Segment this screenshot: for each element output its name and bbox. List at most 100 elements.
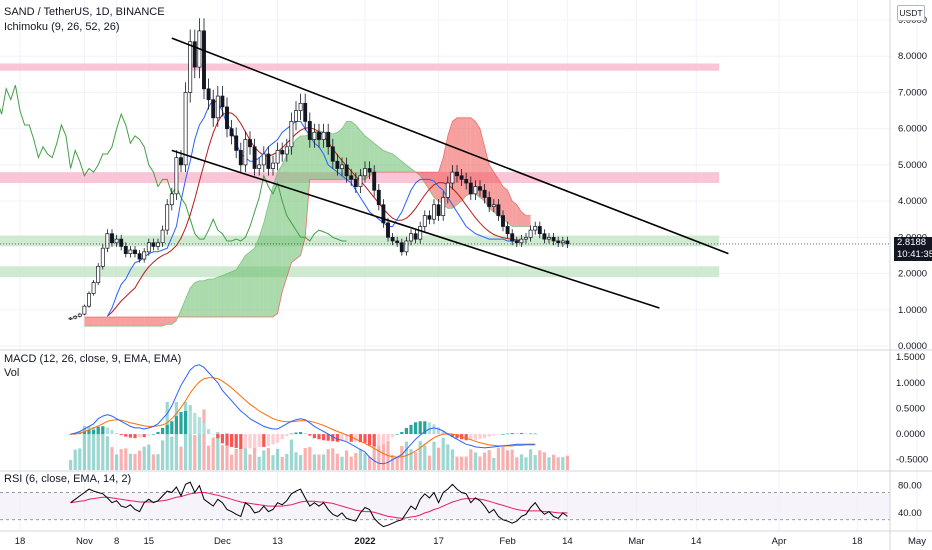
price-candle <box>312 131 317 140</box>
cloud-segment <box>309 132 315 180</box>
time-tick-label: 14 <box>691 536 702 547</box>
macd-histogram-bar <box>253 434 257 448</box>
price-candle <box>169 193 174 206</box>
currency-badge[interactable]: USDT <box>897 5 925 21</box>
volume-bar <box>510 449 514 470</box>
macd-histogram-bar <box>395 434 399 435</box>
volume-bar <box>473 452 477 470</box>
macd-histogram-bar <box>349 434 353 442</box>
macd-histogram-bar <box>248 434 252 449</box>
price-candle <box>82 305 87 315</box>
cloud-segment <box>194 280 200 318</box>
price-tick-label: 5.0000 <box>898 160 927 171</box>
cloud-segment <box>84 317 89 327</box>
price-candle <box>358 175 363 187</box>
cloud-segment <box>521 211 526 227</box>
price-candle <box>156 242 160 247</box>
volume-bar <box>542 452 546 470</box>
macd-legend[interactable]: MACD (12, 26, close, 9, EMA, EMA) <box>4 353 185 365</box>
volume-bar <box>289 439 293 470</box>
volume-bar <box>239 448 243 470</box>
vol-legend[interactable]: Vol <box>4 367 23 379</box>
price-candle <box>146 242 151 253</box>
time-tick-label: 18 <box>852 536 863 547</box>
volume-bar <box>184 402 188 470</box>
price-candle <box>528 229 533 238</box>
volume-bar <box>174 402 178 470</box>
descending-channel[interactable] <box>171 37 729 309</box>
volume-bar <box>538 450 542 470</box>
volume-bar <box>133 453 137 470</box>
symbol-title[interactable]: SAND / TetherUS, 1D, BINANCE <box>4 6 165 18</box>
price-candle <box>123 246 128 254</box>
cloud-segment <box>273 172 278 318</box>
volume-bar <box>524 457 528 470</box>
macd-histogram-bar <box>220 434 224 444</box>
macd-histogram-bar <box>285 434 289 437</box>
price-candle <box>142 251 147 260</box>
price-candle <box>363 168 367 177</box>
cloud-segment <box>217 275 223 318</box>
macd-histogram-bar <box>354 434 358 442</box>
macd-histogram-bar <box>358 434 362 443</box>
volume-bar <box>138 450 142 470</box>
price-candle <box>445 182 450 198</box>
macd-histogram-bar <box>156 432 160 435</box>
volume-bar <box>78 448 82 470</box>
price-candle <box>105 233 110 249</box>
cloud-segment <box>89 317 94 327</box>
price-candle <box>266 153 271 169</box>
volume-bar <box>377 445 381 470</box>
price-candle <box>372 171 377 191</box>
macd-histogram-bar <box>492 434 496 436</box>
cloud-segment <box>107 317 112 327</box>
volume-bar <box>280 457 284 470</box>
cloud-segment <box>526 215 531 227</box>
price-candle <box>280 150 285 155</box>
price-candle <box>422 215 427 227</box>
macd-title[interactable]: MACD (12, 26, close, 9, EMA, EMA) <box>4 353 182 365</box>
rsi-line <box>70 481 568 528</box>
price-candle <box>119 238 124 247</box>
leading-span-a-line <box>84 121 531 327</box>
price-candle <box>192 41 197 68</box>
cloud-segment <box>135 317 140 327</box>
price-candle <box>537 226 542 235</box>
ichimoku-title[interactable]: Ichimoku (9, 26, 52, 26) <box>4 21 120 33</box>
macd-histogram-bar <box>386 434 390 441</box>
time-tick-label: 2022 <box>354 536 375 547</box>
macd-histogram-bar <box>331 434 335 442</box>
volume-bar <box>487 450 491 470</box>
volume-bar <box>446 444 450 470</box>
volume-bar <box>372 443 376 470</box>
macd-tick-label: 0.5000 <box>896 403 925 414</box>
rsi-title[interactable]: RSI (6, close, EMA, 14, 2) <box>4 473 132 485</box>
cloud-segment <box>204 278 209 318</box>
volume-bar <box>533 455 537 470</box>
macd-histogram-bar <box>170 421 174 435</box>
volume-bar <box>469 449 473 470</box>
macd-histogram-bar <box>239 434 243 449</box>
price-tick-label: 8.0000 <box>898 51 927 62</box>
macd-histogram-bar <box>400 432 404 435</box>
macd-histogram-bar <box>101 426 105 435</box>
macd-histogram-bar <box>230 434 234 447</box>
volume-bar <box>170 436 174 470</box>
ichimoku-legend[interactable]: Ichimoku (9, 26, 52, 26) <box>4 21 124 33</box>
macd-histogram-bar <box>533 433 537 435</box>
price-candle <box>188 41 193 93</box>
symbol-legend[interactable]: SAND / TetherUS, 1D, BINANCE <box>4 6 169 18</box>
volume-bar <box>358 449 362 470</box>
volume-bar <box>225 433 229 470</box>
vol-title[interactable]: Vol <box>4 367 20 379</box>
volume-bar <box>243 437 247 470</box>
price-candle <box>505 226 510 235</box>
macd-histogram-bar <box>197 417 201 435</box>
cloud-segment <box>158 317 163 327</box>
cloud-segment <box>319 130 324 180</box>
time-tick-label: 15 <box>144 536 155 547</box>
rsi-legend[interactable]: RSI (6, close, EMA, 14, 2) <box>4 473 135 485</box>
cloud-segment <box>112 317 117 327</box>
